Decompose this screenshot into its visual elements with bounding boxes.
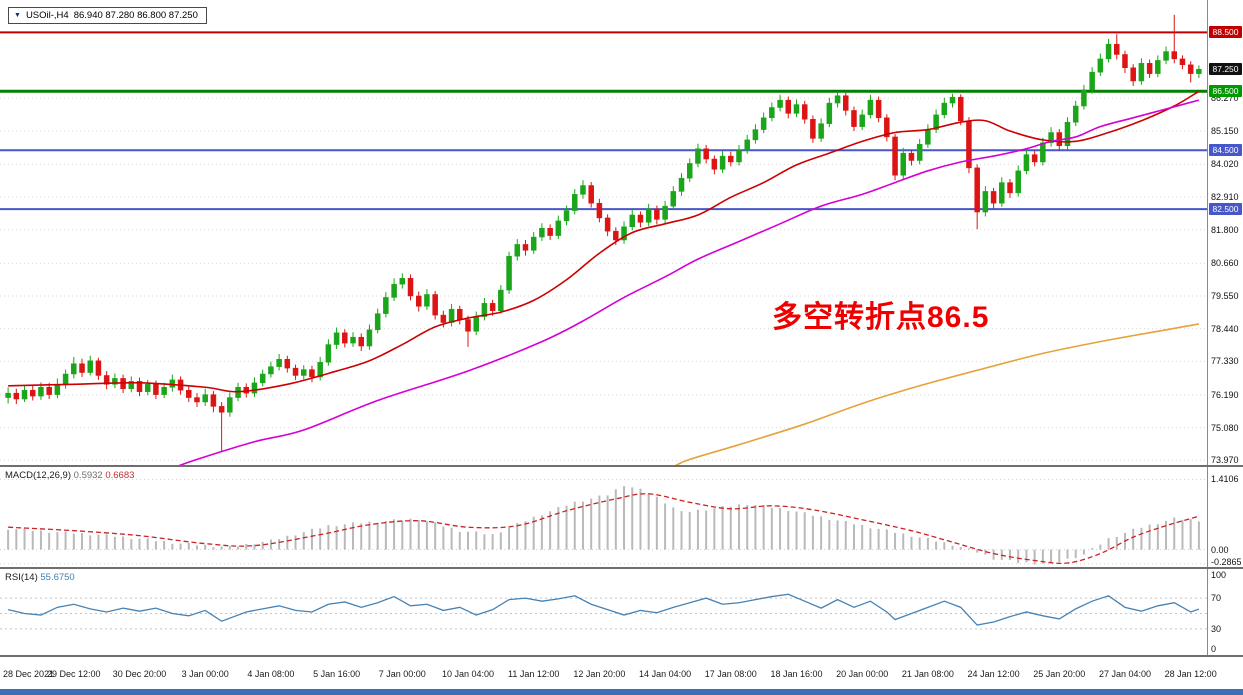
rsi-tick: 100 (1211, 570, 1227, 580)
chart-annotation-text: 多空转折点86.5 (772, 301, 990, 334)
panel-separator-macd[interactable] (0, 465, 1243, 467)
price-tick: 81.800 (1211, 224, 1239, 235)
price-badge: 86.500 (1209, 85, 1242, 98)
time-label: 12 Jan 20:00 (573, 669, 626, 679)
symbol-timeframe-label: USOil-,H4 (25, 10, 69, 21)
price-tick: 82.910 (1211, 192, 1239, 202)
time-label: 30 Dec 20:00 (112, 669, 167, 679)
price-tick: 73.970 (1211, 455, 1239, 466)
rsi-name: RSI(14) (5, 572, 38, 583)
time-label: 7 Jan 00:00 (378, 669, 426, 679)
macd-signal-line (8, 493, 1200, 564)
price-tick: 77.330 (1211, 356, 1239, 367)
price-badge: 87.250 (1209, 63, 1242, 76)
rsi-value: 55.6750 (40, 572, 75, 583)
macd-tick: 0.00 (1211, 544, 1229, 555)
price-badge: 84.500 (1209, 144, 1242, 157)
time-label: 27 Jan 04:00 (1098, 669, 1151, 679)
time-label: 11 Jan 12:00 (507, 669, 560, 679)
time-label: 29 Dec 12:00 (47, 669, 101, 679)
rsi-scale[interactable]: 100 70 30 0 (1209, 569, 1243, 655)
price-scale[interactable]: 86.270 85.150 84.020 82.910 81.800 80.660 79.5… (1209, 0, 1243, 465)
time-label: 5 Jan 16:00 (313, 669, 361, 679)
macd-tick: -0.2865 (1211, 557, 1242, 567)
price-tick: 86.270 (1211, 93, 1239, 104)
price-tick: 80.660 (1211, 258, 1239, 269)
window-bottom-border (0, 689, 1243, 695)
macd-tick: 1.4106 (1211, 474, 1239, 485)
rsi-tick: 0 (1211, 644, 1217, 654)
time-axis[interactable]: 28 Dec 2021 29 Dec 12:00 30 Dec 20:00 3 Jan… (0, 657, 1217, 689)
price-chart-canvas[interactable] (0, 0, 1207, 465)
price-tick: 85.150 (1211, 126, 1239, 137)
price-badge: 82.500 (1209, 203, 1242, 216)
macd-indicator-label: MACD(12,26,9) 0.5932 0.6683 (5, 470, 134, 481)
rsi-indicator-label: RSI(14) 55.6750 (5, 572, 75, 583)
time-label: 18 Jan 16:00 (770, 669, 823, 679)
price-tick: 76.190 (1211, 389, 1239, 400)
time-label: 28 Dec 2021 (3, 669, 55, 679)
price-tick: 78.440 (1211, 323, 1239, 334)
macd-canvas[interactable] (0, 467, 1207, 567)
time-label: 17 Jan 08:00 (704, 669, 757, 679)
time-label: 10 Jan 04:00 (441, 669, 495, 679)
horizontal-level-lines (0, 31, 1207, 211)
ma-fast-line (8, 90, 1200, 393)
rsi-line (7, 593, 1200, 626)
time-label: 24 Jan 12:00 (967, 669, 1020, 679)
price-badge: 88.500 (1209, 26, 1242, 39)
macd-signal-value: 0.6683 (105, 470, 135, 481)
time-label: 14 Jan 04:00 (639, 669, 692, 679)
panel-separator-time-axis (0, 655, 1243, 657)
macd-histogram (7, 486, 1200, 565)
rsi-tick: 30 (1211, 623, 1222, 634)
macd-name: MACD(12,26,9) (5, 470, 71, 481)
price-tick: 75.080 (1211, 422, 1239, 433)
rsi-canvas[interactable] (0, 569, 1207, 655)
macd-value: 0.5932 (73, 470, 103, 481)
time-label: 20 Jan 00:00 (836, 669, 889, 679)
ohlc-values: 86.940 87.280 86.800 87.250 (73, 10, 198, 21)
time-label: 28 Jan 12:00 (1164, 669, 1217, 679)
symbol-info-box[interactable]: ▼ USOil-,H4 86.940 87.280 86.800 87.250 (8, 7, 207, 24)
price-tick: 79.550 (1211, 290, 1239, 301)
scale-divider (1207, 0, 1208, 657)
time-label: 3 Jan 00:00 (181, 669, 229, 679)
candles (5, 14, 1202, 453)
price-tick: 84.020 (1211, 159, 1239, 170)
chevron-down-icon[interactable]: ▼ (14, 12, 21, 19)
panel-separator-rsi[interactable] (0, 567, 1243, 569)
time-label: 25 Jan 20:00 (1033, 669, 1086, 679)
ma-slow-line (674, 323, 1200, 465)
time-label: 21 Jan 08:00 (901, 669, 954, 679)
time-label: 4 Jan 08:00 (247, 669, 295, 679)
ma-mid-line (178, 99, 1200, 465)
rsi-tick: 70 (1211, 593, 1222, 604)
macd-scale[interactable]: 1.4106 0.00 -0.2865 (1209, 467, 1243, 567)
